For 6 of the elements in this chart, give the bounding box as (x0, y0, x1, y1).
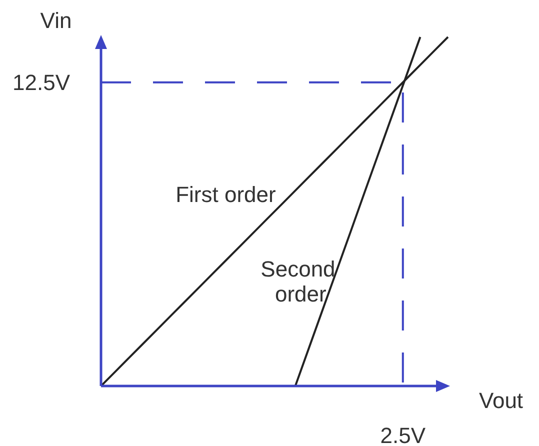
series-label: Second order (260, 256, 336, 306)
y-axis-title: Vin (40, 8, 72, 33)
x-axis-title: Vout (479, 388, 524, 413)
ref-line-label: 12.5V (12, 70, 70, 96)
series-label: First order (176, 182, 276, 207)
text: 2.5V (380, 423, 426, 446)
